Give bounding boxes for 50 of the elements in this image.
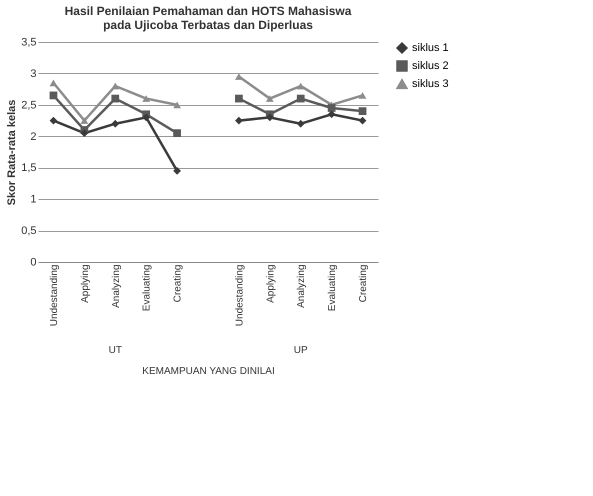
point [296,94,305,102]
point [266,95,274,102]
x-tick-label: Analyzing [110,264,122,308]
point [358,116,366,124]
y-tick-label: 3 [30,68,36,80]
point [80,117,88,124]
point [142,114,150,122]
point [266,114,274,122]
y-tick-label: 0 [30,256,36,268]
y-tick-label: 3,5 [21,36,36,48]
point [328,110,336,118]
x-tick-label: Evaluating [142,264,153,312]
y-axis-title: Skor Rata-rata kelas [6,100,18,206]
point [111,94,120,102]
point [173,166,181,175]
point [358,92,366,99]
x-tick-label: Undestanding [48,264,60,326]
y-tick-label: 1,5 [21,162,36,174]
chart-title: Hasil Penilaian Pemahaman dan HOTS Mahasiswa pada Ujicoba Terbatas dan Diperluas [64,4,352,32]
point [358,107,366,116]
point [296,82,305,90]
point [50,80,58,86]
y-tick-label: 0,5 [21,225,36,238]
y-tick-label: 2,5 [21,99,36,112]
x-tick-label: Evaluating [327,264,338,312]
legend-label: siklus 2 [412,60,449,72]
point [80,129,88,138]
point [142,95,150,102]
point [235,94,243,102]
x-tick-label: Creating [172,264,184,302]
y-tick-label: 1 [30,194,36,206]
x-axis-title: KEMAMPUAN YANG DINILAI [142,366,275,378]
legend-label: siklus 3 [412,78,449,90]
x-tick-label: Creating [358,264,370,302]
point [328,104,336,112]
point [50,116,58,124]
x-tick-label: Applying [265,264,276,303]
point [173,102,181,108]
point [111,120,120,128]
x-tick-label: Analyzing [296,264,308,308]
legend-label: siklus 1 [412,42,449,54]
x-tick-label: Undestanding [234,264,246,326]
text: UT [108,345,122,356]
point [235,116,243,124]
x-tick-label: Applying [80,264,91,303]
point [296,120,305,128]
point [173,129,181,138]
point [50,92,58,100]
y-tick-label: 2 [30,130,36,143]
text: UP [294,345,308,356]
